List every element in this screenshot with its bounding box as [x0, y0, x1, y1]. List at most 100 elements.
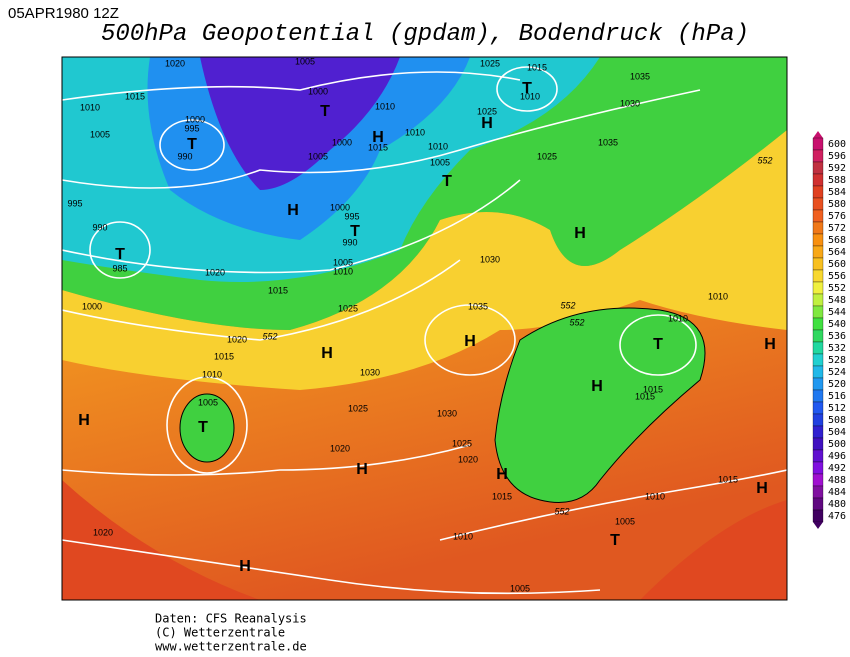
isobar-label: 1035 [598, 137, 618, 147]
isobar-label: 1015 [635, 391, 655, 401]
isobar-label: 1025 [480, 58, 500, 68]
contour-label: 552 [757, 155, 772, 165]
colorbar-swatch [812, 341, 824, 355]
isobar-label: 1015 [492, 491, 512, 501]
colorbar-swatch [812, 437, 824, 451]
pressure-center: H [239, 558, 251, 575]
isobar-label: 995 [67, 198, 82, 208]
colorbar-label: 556 [828, 271, 846, 282]
isobar-label: 1010 [428, 141, 448, 151]
isobar-label: 1020 [205, 267, 225, 277]
date: 05APR1980 12Z [8, 5, 119, 22]
isobar-label: 1010 [333, 266, 353, 276]
pressure-center: T [187, 136, 197, 153]
isobar-label: 1010 [453, 531, 473, 541]
isobar-label: 1000 [82, 301, 102, 311]
isobar-label: 1015 [643, 384, 663, 394]
colorbar-cap [813, 522, 823, 529]
isobar-label: 1020 [165, 58, 185, 68]
footer-line: (C) Wetterzentrale [155, 626, 285, 640]
footer-line: www.wetterzentrale.de [155, 640, 307, 654]
isobar-label: 1010 [645, 491, 665, 501]
contour-label: 552 [554, 506, 569, 516]
isobar-label: 1010 [202, 369, 222, 379]
colorbar-swatch [812, 161, 824, 175]
pressure-center: H [287, 202, 299, 219]
colorbar-label: 596 [828, 151, 846, 162]
isobar-label: 1000 [330, 202, 350, 212]
contour-label: 552 [560, 300, 575, 310]
isobar-label: 1015 [527, 62, 547, 72]
isobar-label: 1010 [668, 313, 688, 323]
isobar-label: 1020 [330, 443, 350, 453]
colorbar-swatch [812, 305, 824, 319]
pressure-center: H [481, 115, 493, 132]
title: 500hPa Geopotential (gpdam), Bodendruck … [101, 21, 749, 48]
colorbar-swatch [812, 401, 824, 415]
isobar-label: 1015 [268, 285, 288, 295]
colorbar-swatch [812, 221, 824, 235]
pressure-center: T [198, 419, 208, 436]
pressure-center: T [442, 173, 452, 190]
colorbar-swatch [812, 461, 824, 475]
pressure-center: T [653, 336, 663, 353]
isobar-label: 1035 [630, 71, 650, 81]
isobar-label: 1015 [368, 142, 388, 152]
isobar-label: 985 [112, 263, 127, 273]
footer-line: Daten: CFS Reanalysis [155, 612, 307, 626]
isobar-label: 1015 [718, 474, 738, 484]
isobar-label: 1030 [480, 254, 500, 264]
colorbar-label: 532 [828, 343, 846, 354]
isobar-label: 1010 [708, 291, 728, 301]
isobar-label: 1025 [338, 303, 358, 313]
isobar-label: 990 [177, 151, 192, 161]
colorbar-label: 576 [828, 211, 846, 222]
colorbar-label: 584 [828, 187, 846, 198]
isobar-label: 1005 [308, 151, 328, 161]
colorbar-label: 484 [828, 487, 846, 498]
isobar-label: 1030 [360, 367, 380, 377]
pressure-center: T [115, 246, 125, 263]
contour-label: 552 [262, 331, 277, 341]
isobar-label: 1000 [185, 114, 205, 124]
colorbar-label: 512 [828, 403, 846, 414]
colorbar-swatch [812, 173, 824, 187]
isobar-label: 1035 [468, 301, 488, 311]
colorbar-label: 476 [828, 511, 846, 522]
map-frame [61, 56, 788, 601]
colorbar-label: 544 [828, 307, 846, 318]
isobar-label: 1005 [615, 516, 635, 526]
pressure-center: H [764, 336, 776, 353]
isobar-label: 1000 [332, 137, 352, 147]
colorbar-label: 480 [828, 499, 846, 510]
isobar-label: 995 [344, 211, 359, 221]
isobar-label: 1010 [80, 102, 100, 112]
colorbar-swatch [812, 317, 824, 331]
isobar-label: 1020 [227, 334, 247, 344]
isobar-label: 1005 [295, 56, 315, 66]
isobar-label: 1010 [520, 91, 540, 101]
colorbar-label: 580 [828, 199, 846, 210]
colorbar-label: 548 [828, 295, 846, 306]
colorbar-swatch [812, 509, 824, 523]
pressure-center: H [356, 461, 368, 478]
pressure-center: H [321, 345, 333, 362]
colorbar-swatch [812, 389, 824, 403]
colorbar-cap [813, 131, 823, 138]
pressure-center: T [350, 223, 360, 240]
pressure-center: H [78, 412, 90, 429]
colorbar-label: 588 [828, 175, 846, 186]
map-field [62, 57, 787, 600]
isobar-label: 990 [92, 222, 107, 232]
colorbar-swatch [812, 149, 824, 163]
colorbar-swatch [812, 209, 824, 223]
colorbar-label: 540 [828, 319, 846, 330]
pressure-center: H [574, 225, 586, 242]
isobar-label: 1025 [537, 151, 557, 161]
colorbar-swatch [812, 353, 824, 367]
isobar-label: 1005 [90, 129, 110, 139]
isobar-label: 1005 [198, 397, 218, 407]
colorbar-swatch [812, 449, 824, 463]
pressure-center: T [320, 103, 330, 120]
colorbar-swatch [812, 329, 824, 343]
